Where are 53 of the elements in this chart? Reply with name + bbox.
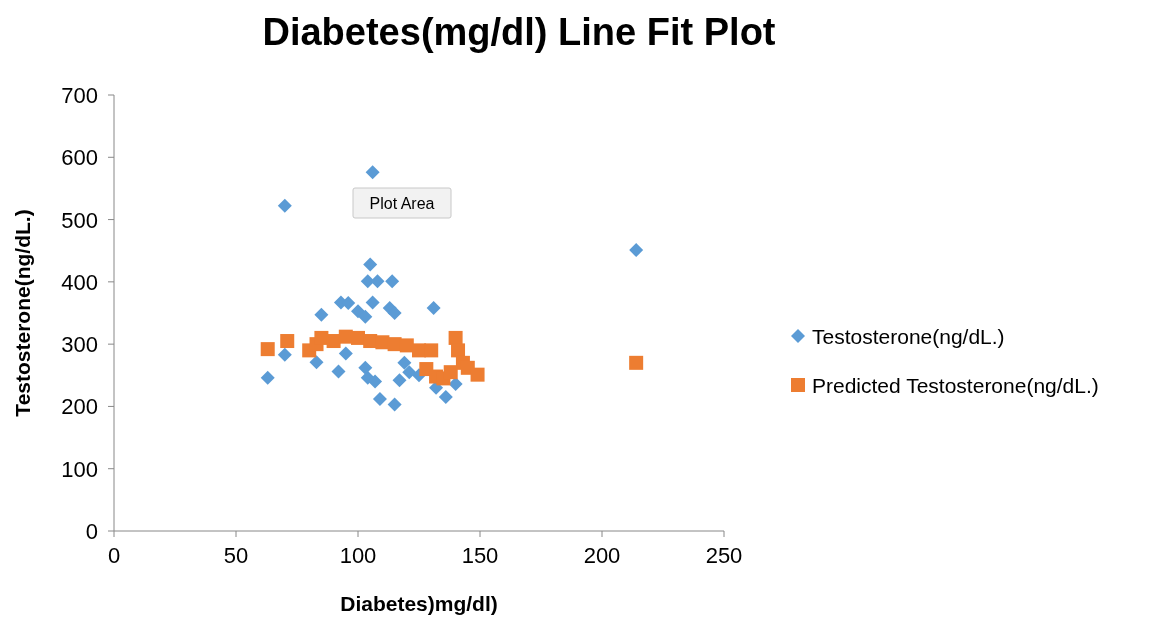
point [358,360,373,375]
x-tick-label: 150 [461,543,499,568]
point [629,243,644,258]
point [387,397,402,412]
y-tick-label: 200 [61,394,98,420]
point [372,391,387,406]
legend-label: Predicted Testosterone(ng/dL.) [812,374,1099,397]
point [385,274,400,289]
legend-label: Testosterone(ng/dL.) [812,325,1005,348]
point [365,295,380,310]
y-tick-label: 0 [85,519,98,544]
point [448,377,463,392]
point [397,355,412,370]
y-tick-label: 700 [61,83,98,108]
point [309,355,324,370]
point [392,373,407,388]
point [365,165,380,180]
point [260,342,275,357]
x-axis-title: Diabetes)mg/dl) [340,592,498,615]
point [331,364,346,379]
y-tick-label: 600 [61,145,98,171]
point [338,346,353,361]
point [629,355,644,370]
point [426,301,441,316]
point [443,365,458,380]
point [351,304,365,319]
point [387,306,402,320]
x-tick-label: 100 [339,543,377,568]
point [368,374,383,389]
x-tick-label: 50 [223,543,249,568]
point [277,198,292,213]
point [358,309,373,324]
point [424,343,439,358]
point [363,257,378,272]
point [360,274,375,289]
y-tick-label: 300 [61,332,98,358]
point [402,365,417,380]
x-tick-label: 200 [583,543,621,568]
y-tick-label: 400 [61,269,98,295]
point [438,390,453,405]
annotation: Plot Area [369,195,435,212]
y-tick-label: 100 [61,456,98,482]
point [280,334,295,349]
chart-title: Diabetes(mg/dl) Line Fit Plot [262,11,776,53]
point [260,370,275,385]
point [277,347,292,362]
y-tick-label: 500 [61,207,98,233]
x-tick-label: 0 [107,543,121,568]
point [470,367,485,382]
point [370,274,385,289]
point [314,307,329,322]
y-axis-title: Testosterone(ng/dL.) [11,209,34,417]
x-tick-label: 250 [705,543,743,568]
